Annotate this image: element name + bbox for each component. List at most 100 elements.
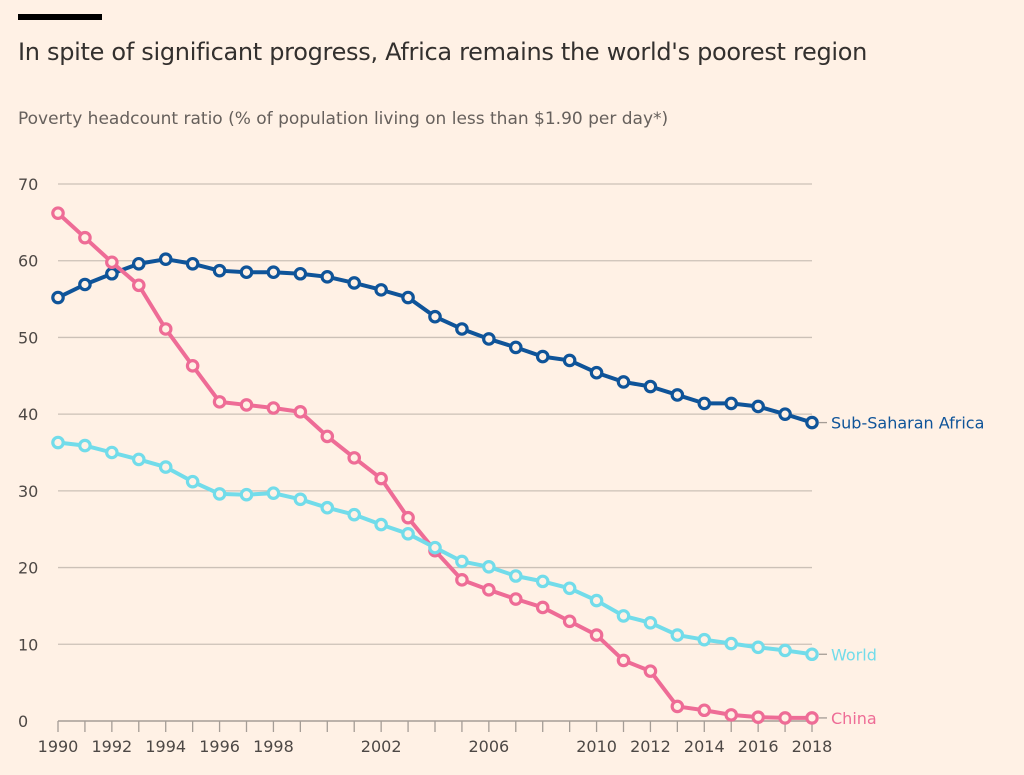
data-point [347, 507, 362, 522]
data-point [51, 290, 65, 305]
gridlines [58, 183, 812, 645]
series-world [51, 435, 819, 662]
data-point [724, 708, 739, 722]
y-tick-label: 40 [18, 405, 38, 424]
data-point [374, 471, 388, 486]
data-point [239, 487, 254, 502]
data-point [670, 628, 685, 642]
series-label-china: China [831, 709, 877, 728]
data-point [347, 451, 362, 465]
data-point [239, 398, 254, 412]
data-point [78, 438, 92, 453]
y-tick-label: 50 [18, 328, 38, 347]
data-point [805, 647, 819, 662]
data-point [105, 266, 119, 281]
data-point [51, 435, 65, 450]
series-label-world: World [831, 645, 877, 664]
x-tick-label: 2016 [738, 737, 779, 756]
data-point [320, 429, 335, 444]
data-point [212, 395, 227, 409]
x-tick-label: 2014 [684, 737, 725, 756]
data-point [401, 510, 415, 525]
data-point [320, 500, 335, 515]
data-point [158, 252, 173, 266]
x-tick-label: 1990 [38, 737, 79, 756]
data-point [455, 322, 469, 336]
data-point [562, 581, 577, 596]
data-point [589, 593, 604, 608]
data-point [158, 460, 173, 474]
data-point [508, 569, 523, 583]
data-point [401, 290, 415, 305]
data-point [562, 353, 577, 368]
series-label-sub-saharan-africa: Sub-Saharan Africa [831, 414, 984, 433]
data-point [185, 256, 200, 271]
data-point [374, 517, 388, 532]
data-point [778, 711, 792, 725]
data-point [643, 379, 658, 394]
data-point [428, 309, 442, 324]
data-point [212, 487, 227, 501]
data-point [589, 365, 604, 380]
data-point [455, 573, 469, 587]
data-point [320, 270, 335, 284]
data-point [293, 405, 308, 419]
data-point [670, 699, 685, 714]
x-tick-label: 1994 [145, 737, 186, 756]
data-point [131, 452, 146, 467]
data-point [805, 711, 819, 725]
data-point [643, 616, 658, 630]
data-point [670, 388, 685, 402]
data-point [643, 664, 658, 678]
data-point [697, 632, 712, 647]
data-point [131, 256, 146, 271]
data-point [751, 710, 765, 724]
x-tick-label: 2010 [576, 737, 617, 756]
x-tick-label: 2006 [468, 737, 509, 756]
data-point [589, 628, 604, 642]
data-point [185, 359, 200, 373]
data-point [482, 332, 496, 346]
data-point [751, 640, 765, 655]
data-point [105, 445, 119, 460]
data-point [428, 540, 442, 555]
data-point [616, 653, 631, 668]
series-line-sub-saharan-africa [57, 257, 813, 425]
data-point [535, 349, 550, 364]
data-point [374, 283, 388, 297]
data-point [697, 703, 712, 718]
data-point [266, 486, 281, 500]
data-point [78, 230, 92, 245]
y-axis: 0 10 20 30 40 50 60 70 [18, 175, 38, 731]
data-point [185, 474, 200, 489]
x-axis: 1990 1992 1994 1996 1998 2002 2006 2010 2012 2014… [38, 720, 832, 756]
data-point [266, 401, 281, 415]
y-tick-label: 0 [18, 712, 28, 731]
data-point [455, 554, 469, 569]
data-point [347, 276, 362, 290]
data-point [616, 375, 631, 389]
data-point [616, 609, 631, 623]
data-point [751, 399, 765, 414]
data-point [51, 206, 65, 220]
data-point [266, 265, 281, 280]
data-point [724, 636, 739, 651]
y-tick-label: 10 [18, 635, 38, 654]
y-tick-label: 60 [18, 252, 38, 271]
data-point [293, 492, 308, 507]
chart-subtitle: Poverty headcount ratio (% of population… [18, 109, 669, 129]
series-labels: Sub-Saharan Africa China World [819, 414, 984, 728]
y-tick-label: 30 [18, 482, 38, 501]
series-china [51, 206, 819, 725]
data-point [212, 263, 227, 278]
data-point [482, 560, 496, 574]
data-point [131, 278, 146, 293]
data-point [724, 396, 739, 411]
data-point [158, 322, 173, 336]
data-point [535, 574, 550, 589]
data-point [697, 396, 712, 411]
series-sub-saharan-africa [51, 252, 819, 430]
data-point [778, 407, 792, 421]
x-tick-label: 1992 [91, 737, 132, 756]
